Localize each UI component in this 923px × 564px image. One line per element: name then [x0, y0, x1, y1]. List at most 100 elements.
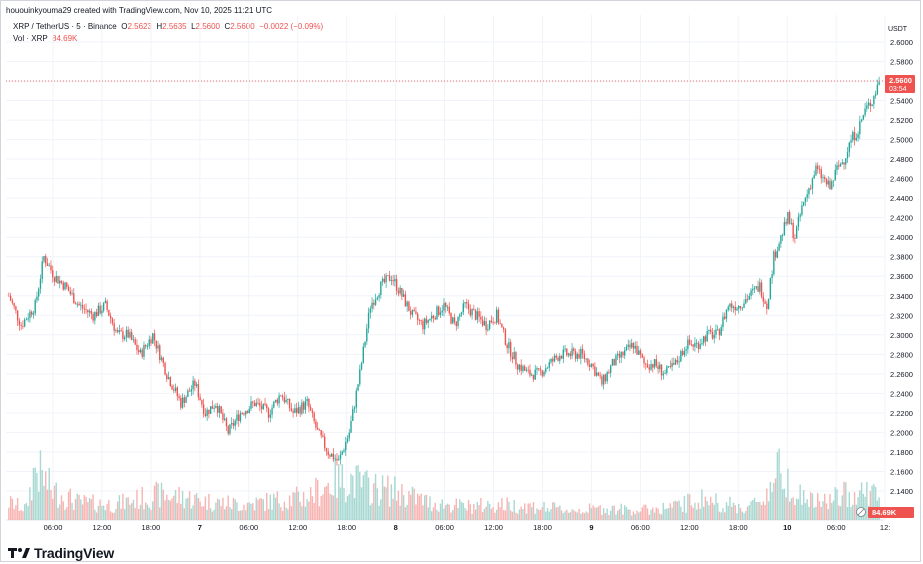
volume-bar [423, 495, 426, 520]
candle-body [138, 350, 140, 353]
volume-bar [488, 503, 491, 520]
volume-bar [67, 491, 70, 520]
volume-bar [225, 506, 228, 520]
candle-body [836, 165, 838, 170]
candle-body [653, 359, 656, 368]
candle-body [185, 396, 187, 403]
candle-body [734, 306, 736, 311]
volume-bar [555, 507, 557, 520]
candle-body [399, 287, 401, 294]
volume-bar [560, 510, 563, 520]
candle-body [608, 372, 610, 374]
volume-bar [322, 494, 324, 520]
candle-body [609, 365, 612, 373]
volume-bar [269, 494, 272, 520]
volume-bar [450, 512, 452, 520]
attribution-text: hououinkyouma29 created with TradingView… [6, 6, 273, 15]
volume-bar [43, 485, 45, 520]
y-tick-label: 2.3800 [890, 253, 913, 262]
volume-bar [39, 450, 42, 520]
volume-bar [639, 511, 642, 520]
volume-bar [511, 511, 514, 520]
candle-body [464, 302, 466, 304]
candle-body [792, 223, 794, 239]
volume-bar [304, 506, 307, 520]
candle-body [13, 303, 15, 307]
candle-body [136, 344, 138, 351]
volume-bar [781, 489, 784, 520]
volume-bar [73, 509, 75, 520]
volume-bar [399, 505, 401, 520]
tradingview-logo[interactable]: TradingView [8, 545, 114, 561]
candle-body [90, 311, 93, 315]
volume-label[interactable]: Vol · XRP [13, 34, 48, 43]
candle-body [129, 332, 131, 338]
candle-body [511, 356, 514, 360]
volume-bar [843, 481, 845, 520]
candle-body [431, 315, 433, 319]
y-tick-label: 2.5800 [890, 58, 913, 67]
volume-bar [366, 470, 368, 520]
candle-body [718, 329, 721, 336]
volume-bar [38, 491, 40, 520]
candle-body [585, 358, 587, 360]
candle-body [323, 436, 326, 448]
volume-bar [709, 496, 712, 520]
candle-body [111, 318, 114, 324]
volume-bar [481, 511, 484, 520]
volume-bar [606, 508, 608, 520]
candle-body [820, 169, 822, 179]
candle-body [773, 251, 775, 275]
candle-body [692, 344, 694, 347]
candle-body [736, 308, 738, 311]
price-chart[interactable]: 2.6000 2.5800 2.5600 2.5400 2.5200 2.5000 2.48… [0, 0, 921, 546]
volume-bar [564, 511, 566, 520]
candle-body [311, 410, 314, 413]
candle-body [767, 298, 770, 309]
ohlc-legend: XRP / TetherUS · 5 · Binance O2.5623 H2.… [13, 22, 323, 31]
volume-bar [302, 492, 305, 520]
volume-bar [497, 502, 500, 520]
candle-body [239, 413, 242, 422]
candle-body [130, 332, 133, 340]
candle-body [876, 84, 879, 94]
candle-body [225, 418, 228, 427]
volume-bar [320, 496, 322, 520]
volume-bar [657, 508, 659, 520]
candle-body [194, 380, 196, 386]
candle-body [316, 427, 319, 430]
volume-bar [425, 494, 428, 520]
volume-bar [250, 503, 252, 520]
candle-body [560, 356, 563, 359]
volume-bar [95, 512, 98, 520]
volume-bar [160, 482, 163, 520]
candle-body [774, 251, 777, 258]
candle-body [678, 361, 680, 363]
candle-body [273, 401, 275, 408]
volume-bar [490, 508, 493, 520]
symbol-label[interactable]: XRP / TetherUS · 5 · Binance [13, 22, 117, 31]
candle-body [99, 305, 101, 314]
volume-bar [631, 515, 633, 520]
candle-body [529, 369, 531, 376]
candle-body [299, 407, 301, 414]
price-axis-unit[interactable]: USDT [888, 26, 908, 33]
candle-body [146, 346, 149, 347]
volume-bar [245, 510, 247, 520]
candle-body [524, 366, 526, 371]
volume-bar [397, 490, 400, 520]
candle-body [494, 322, 496, 324]
candle-body [348, 432, 350, 439]
volume-bar [852, 504, 854, 520]
volume-bar [485, 506, 487, 520]
volume-bar [634, 514, 636, 520]
candle-body [618, 353, 621, 358]
candle-body [571, 348, 573, 357]
candle-body [508, 342, 510, 349]
candle-body [795, 226, 798, 239]
volume-bar [448, 504, 450, 520]
volume-bar [713, 504, 715, 520]
volume-bar [546, 508, 549, 520]
volume-bar [118, 495, 121, 520]
candle-body [260, 405, 263, 410]
